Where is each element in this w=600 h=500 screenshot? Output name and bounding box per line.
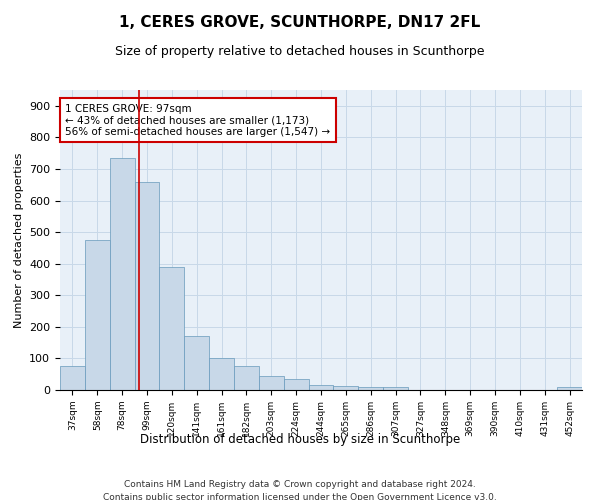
Bar [358,387,383,390]
Text: Contains public sector information licensed under the Open Government Licence v3: Contains public sector information licen… [103,492,497,500]
Bar [557,387,582,390]
Text: Contains HM Land Registry data © Crown copyright and database right 2024.: Contains HM Land Registry data © Crown c… [124,480,476,489]
Bar [284,379,308,390]
Text: 1, CERES GROVE, SCUNTHORPE, DN17 2FL: 1, CERES GROVE, SCUNTHORPE, DN17 2FL [119,15,481,30]
Bar [383,388,408,390]
Bar [134,182,160,390]
Bar [308,384,334,390]
Bar [60,366,85,390]
Text: Size of property relative to detached houses in Scunthorpe: Size of property relative to detached ho… [115,45,485,58]
Bar [209,358,234,390]
Bar [85,240,110,390]
Text: Distribution of detached houses by size in Scunthorpe: Distribution of detached houses by size … [140,432,460,446]
Bar [184,336,209,390]
Text: 1 CERES GROVE: 97sqm
← 43% of detached houses are smaller (1,173)
56% of semi-de: 1 CERES GROVE: 97sqm ← 43% of detached h… [65,104,331,136]
Bar [160,267,184,390]
Bar [334,386,358,390]
Bar [259,376,284,390]
Bar [234,366,259,390]
Bar [110,158,134,390]
Y-axis label: Number of detached properties: Number of detached properties [14,152,23,328]
